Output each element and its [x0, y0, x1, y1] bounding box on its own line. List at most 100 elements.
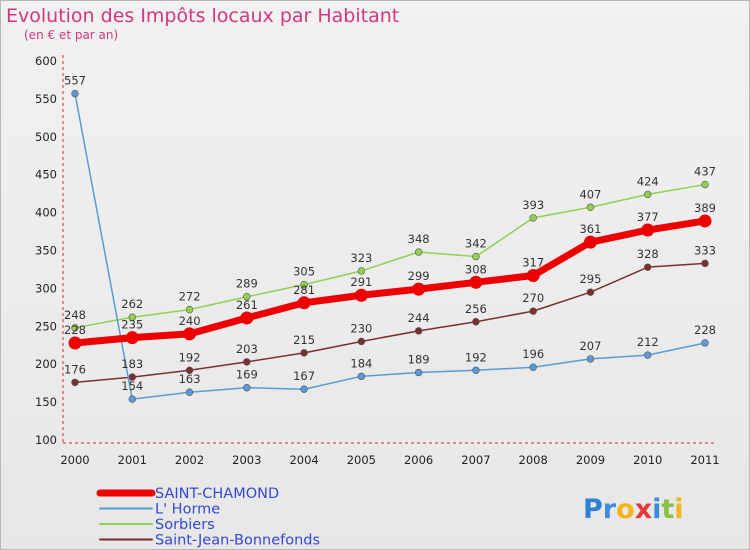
logo-letter: i [674, 494, 683, 525]
series-point-2 [300, 280, 308, 289]
series-line-1 [74, 93, 706, 400]
series-point-1 [71, 89, 79, 98]
data-label-3: 230 [350, 321, 372, 335]
logo-letter: r [603, 494, 617, 525]
data-label-2: 407 [579, 187, 601, 201]
data-label-0: 240 [179, 314, 201, 328]
data-label-2: 348 [408, 232, 430, 246]
x-tick-label: 2002 [175, 453, 204, 467]
legend-label-0: SAINT-CHAMOND [155, 486, 279, 502]
series-point-1 [701, 339, 709, 347]
series-point-1 [586, 355, 595, 363]
x-tick-label: 2011 [690, 453, 719, 467]
data-label-3: 270 [522, 291, 544, 305]
series-point-0 [125, 331, 139, 345]
data-label-3: 256 [465, 302, 487, 316]
data-label-0: 317 [522, 256, 544, 270]
x-tick-label: 2006 [404, 453, 433, 467]
data-label-1: 167 [293, 369, 315, 383]
series-point-2 [243, 293, 251, 301]
series-point-2 [128, 313, 136, 321]
series-point-3 [472, 318, 480, 326]
series-point-1 [243, 383, 251, 392]
data-label-3: 203 [236, 342, 258, 356]
logo-letter: P [583, 494, 603, 525]
data-label-3: 215 [293, 333, 315, 347]
series-point-0 [469, 275, 483, 289]
y-tick-label: 300 [35, 281, 57, 295]
data-label-1: 212 [637, 335, 659, 349]
y-tick-label: 250 [35, 319, 57, 333]
series-point-1 [128, 395, 136, 403]
data-label-2: 248 [64, 308, 86, 322]
data-label-3: 333 [694, 243, 716, 257]
y-tick-label: 150 [35, 395, 57, 409]
data-label-0: 291 [350, 275, 372, 289]
series-point-2 [357, 267, 366, 275]
series-point-1 [357, 372, 366, 381]
data-label-0: 361 [579, 222, 601, 236]
series-point-1 [185, 388, 194, 396]
x-tick-label: 2005 [347, 453, 376, 467]
proxiti-logo: Proxiti [583, 494, 684, 525]
series-point-3 [243, 358, 251, 366]
axes: 100 150 200 250 300 350 400 450 500 550 600 2000 200… [35, 54, 720, 467]
legend-label-3: Saint-Jean-Bonnefonds [155, 533, 320, 549]
series-point-3 [701, 259, 709, 268]
series-point-3 [529, 307, 537, 315]
series-point-0 [412, 282, 426, 296]
legend-label-1: L' Horme [155, 502, 220, 518]
series-point-0 [240, 311, 254, 325]
y-tick-label: 400 [35, 206, 57, 220]
series-point-0 [297, 296, 311, 310]
data-label-3: 176 [64, 362, 86, 376]
x-tick-label: 2007 [461, 453, 490, 467]
series-point-3 [71, 378, 79, 387]
series-line-3 [74, 262, 706, 384]
data-label-0: 389 [694, 201, 716, 215]
data-label-0: 228 [64, 323, 86, 337]
data-label-0: 377 [637, 210, 659, 224]
data-label-1: 154 [121, 379, 143, 393]
data-label-2: 262 [121, 297, 143, 311]
data-label-0: 281 [293, 283, 315, 297]
y-tick-label: 450 [35, 168, 57, 182]
series-point-2 [644, 190, 652, 199]
logo-letter: x [635, 494, 652, 525]
series-point-3 [185, 366, 194, 374]
data-label-2: 305 [293, 265, 315, 279]
data-label-3: 295 [579, 272, 601, 286]
series-point-1 [644, 351, 652, 359]
y-tick-label: 100 [35, 433, 57, 447]
data-label-1: 169 [236, 368, 258, 382]
series-point-0 [698, 214, 712, 228]
logo-letter: o [616, 494, 635, 525]
series-point-2 [185, 305, 194, 314]
series-point-3 [414, 327, 423, 335]
data-label-0: 299 [408, 269, 430, 283]
data-label-1: 189 [408, 353, 430, 367]
data-label-1: 228 [694, 323, 716, 337]
chart-subtitle: (en € et par an) [24, 28, 119, 42]
chart-title: Evolution des Impôts locaux par Habitant [6, 5, 400, 27]
series-line-2 [74, 183, 706, 329]
series-point-2 [586, 203, 595, 211]
x-tick-label: 2000 [60, 453, 89, 467]
data-label-1: 184 [350, 356, 372, 370]
y-tick-label: 550 [35, 92, 57, 106]
series-point-2 [529, 214, 537, 222]
series-point-0 [641, 223, 655, 237]
data-labels: 228 235 240 261 281 291 299 308 317 361 377 389 557 1… [64, 74, 716, 393]
data-label-0: 308 [465, 262, 487, 276]
series-point-0 [68, 336, 82, 350]
data-label-1: 196 [522, 347, 544, 361]
legend-label-2: Sorbiers [155, 517, 215, 533]
logo-letter: i [652, 494, 661, 525]
data-label-1: 207 [579, 339, 601, 353]
x-tick-label: 2003 [232, 453, 261, 467]
data-label-3: 192 [179, 350, 201, 364]
data-label-1: 557 [64, 74, 86, 88]
x-tick-label: 2004 [289, 453, 318, 467]
